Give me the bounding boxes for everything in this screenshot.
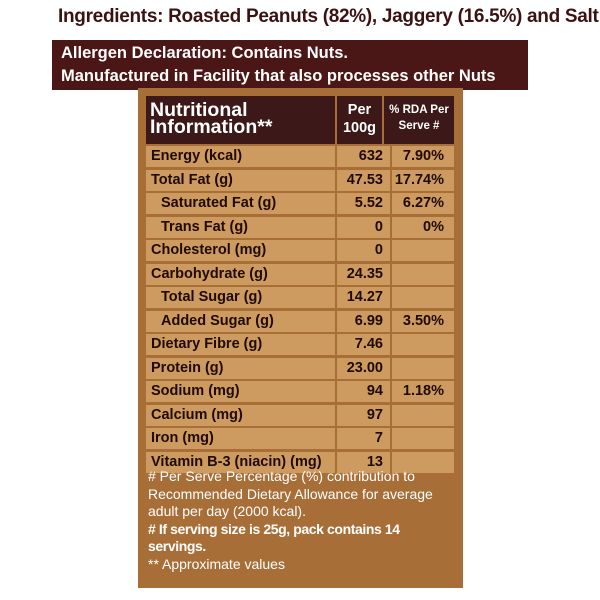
nutrient-per-100g: 14.27	[337, 287, 390, 308]
nutrition-row: Calcium (mg) 97	[146, 404, 454, 426]
allergen-line-1: Allergen Declaration: Contains Nuts.	[61, 44, 348, 62]
serving-footnote: # If serving size is 25g, pack contains …	[148, 520, 400, 555]
header-title-line-1: Nutritional	[150, 99, 248, 121]
nutrient-name: Protein (g)	[146, 357, 335, 379]
nutrient-rda	[392, 428, 454, 449]
nutrition-row: Cholesterol (mg) 0	[146, 240, 454, 261]
nutrition-row: Total Sugar (g) 14.27	[146, 287, 454, 308]
nutrient-rda	[392, 357, 454, 379]
nutrient-rda: 3.50%	[392, 310, 454, 332]
approx-footnote: ** Approximate values	[148, 555, 285, 572]
nutrient-rda: 6.27%	[392, 193, 454, 214]
nutrient-per-100g: 23.00	[337, 357, 390, 379]
nutrition-row: Sodium (mg) 94 1.18%	[146, 381, 454, 402]
nutrition-row: Protein (g) 23.00	[146, 357, 454, 379]
nutrition-row: Energy (kcal) 632 7.90%	[146, 146, 454, 167]
footnotes: # Per Serve Percentage (%) contribution …	[148, 468, 454, 573]
nutrition-panel: Nutritional Information** Per 100g % RDA…	[138, 88, 463, 588]
nutrient-name: Saturated Fat (g)	[146, 193, 335, 214]
nutrient-name: Cholesterol (mg)	[146, 240, 335, 261]
allergen-line-2: Manufactured in Facility that also proce…	[61, 67, 496, 85]
header-title-line-2: Information**	[150, 116, 273, 138]
ingredients-text: Ingredients: Roasted Peanuts (82%), Jagg…	[58, 6, 599, 27]
header-per-line-2: 100g	[342, 120, 377, 136]
nutrient-per-100g: 6.99	[337, 310, 390, 332]
nutrition-row: Trans Fat (g) 0 0%	[146, 216, 454, 238]
nutrient-per-100g: 24.35	[337, 263, 390, 285]
nutrition-row: Saturated Fat (g) 5.52 6.27%	[146, 193, 454, 214]
nutrient-name: Added Sugar (g)	[146, 310, 335, 332]
nutrient-per-100g: 97	[337, 404, 390, 426]
nutrient-per-100g: 0	[337, 216, 390, 238]
nutrient-per-100g: 5.52	[337, 193, 390, 214]
nutrient-rda	[392, 287, 454, 308]
nutrient-rda: 7.90%	[392, 146, 454, 167]
nutrient-name: Total Fat (g)	[146, 169, 335, 191]
nutrient-name: Calcium (mg)	[146, 404, 335, 426]
nutrient-name: Carbohydrate (g)	[146, 263, 335, 285]
nutrient-per-100g: 7	[337, 428, 390, 449]
nutrient-name: Trans Fat (g)	[146, 216, 335, 238]
header-rda-line-1: % RDA Per	[389, 104, 449, 116]
nutrient-rda	[392, 451, 454, 473]
nutrition-header-title: Nutritional Information**	[146, 96, 335, 144]
nutrient-rda: 0%	[392, 216, 454, 238]
nutrient-name: Energy (kcal)	[146, 146, 335, 167]
nutrition-row: Total Fat (g) 47.53 17.74%	[146, 169, 454, 191]
nutrient-name: Sodium (mg)	[146, 381, 335, 402]
rda-footnote: # Per Serve Percentage (%) contribution …	[148, 468, 433, 519]
nutrient-per-100g: 0	[337, 240, 390, 261]
nutrition-row: Iron (mg) 7	[146, 428, 454, 449]
nutrient-name: Vitamin B-3 (niacin) (mg)	[146, 451, 335, 473]
nutrition-row: Vitamin B-3 (niacin) (mg) 13	[146, 451, 454, 473]
nutrition-row: Carbohydrate (g) 24.35	[146, 263, 454, 285]
nutrient-per-100g: 632	[337, 146, 390, 167]
nutrient-per-100g: 7.46	[337, 334, 390, 355]
nutrient-rda: 17.74%	[392, 169, 454, 191]
nutrition-header-rda: % RDA Per Serve #	[384, 96, 454, 144]
nutrient-per-100g: 94	[337, 381, 390, 402]
nutrient-rda	[392, 263, 454, 285]
nutrient-name: Iron (mg)	[146, 428, 335, 449]
nutrient-rda	[392, 334, 454, 355]
nutrient-name: Dietary Fibre (g)	[146, 334, 335, 355]
header-per-line-1: Per	[347, 102, 372, 118]
nutrient-rda: 1.18%	[392, 381, 454, 402]
nutrition-row: Added Sugar (g) 6.99 3.50%	[146, 310, 454, 332]
nutrient-per-100g: 47.53	[337, 169, 390, 191]
allergen-declaration: Allergen Declaration: Contains Nuts. Man…	[52, 40, 528, 90]
nutrition-row: Dietary Fibre (g) 7.46	[146, 334, 454, 355]
nutrition-header-per-100g: Per 100g	[337, 96, 382, 144]
nutrient-per-100g: 13	[337, 451, 390, 473]
nutrient-name: Total Sugar (g)	[146, 287, 335, 308]
nutrient-rda	[392, 240, 454, 261]
nutrient-rda	[392, 404, 454, 426]
header-rda-line-2: Serve #	[398, 120, 440, 132]
